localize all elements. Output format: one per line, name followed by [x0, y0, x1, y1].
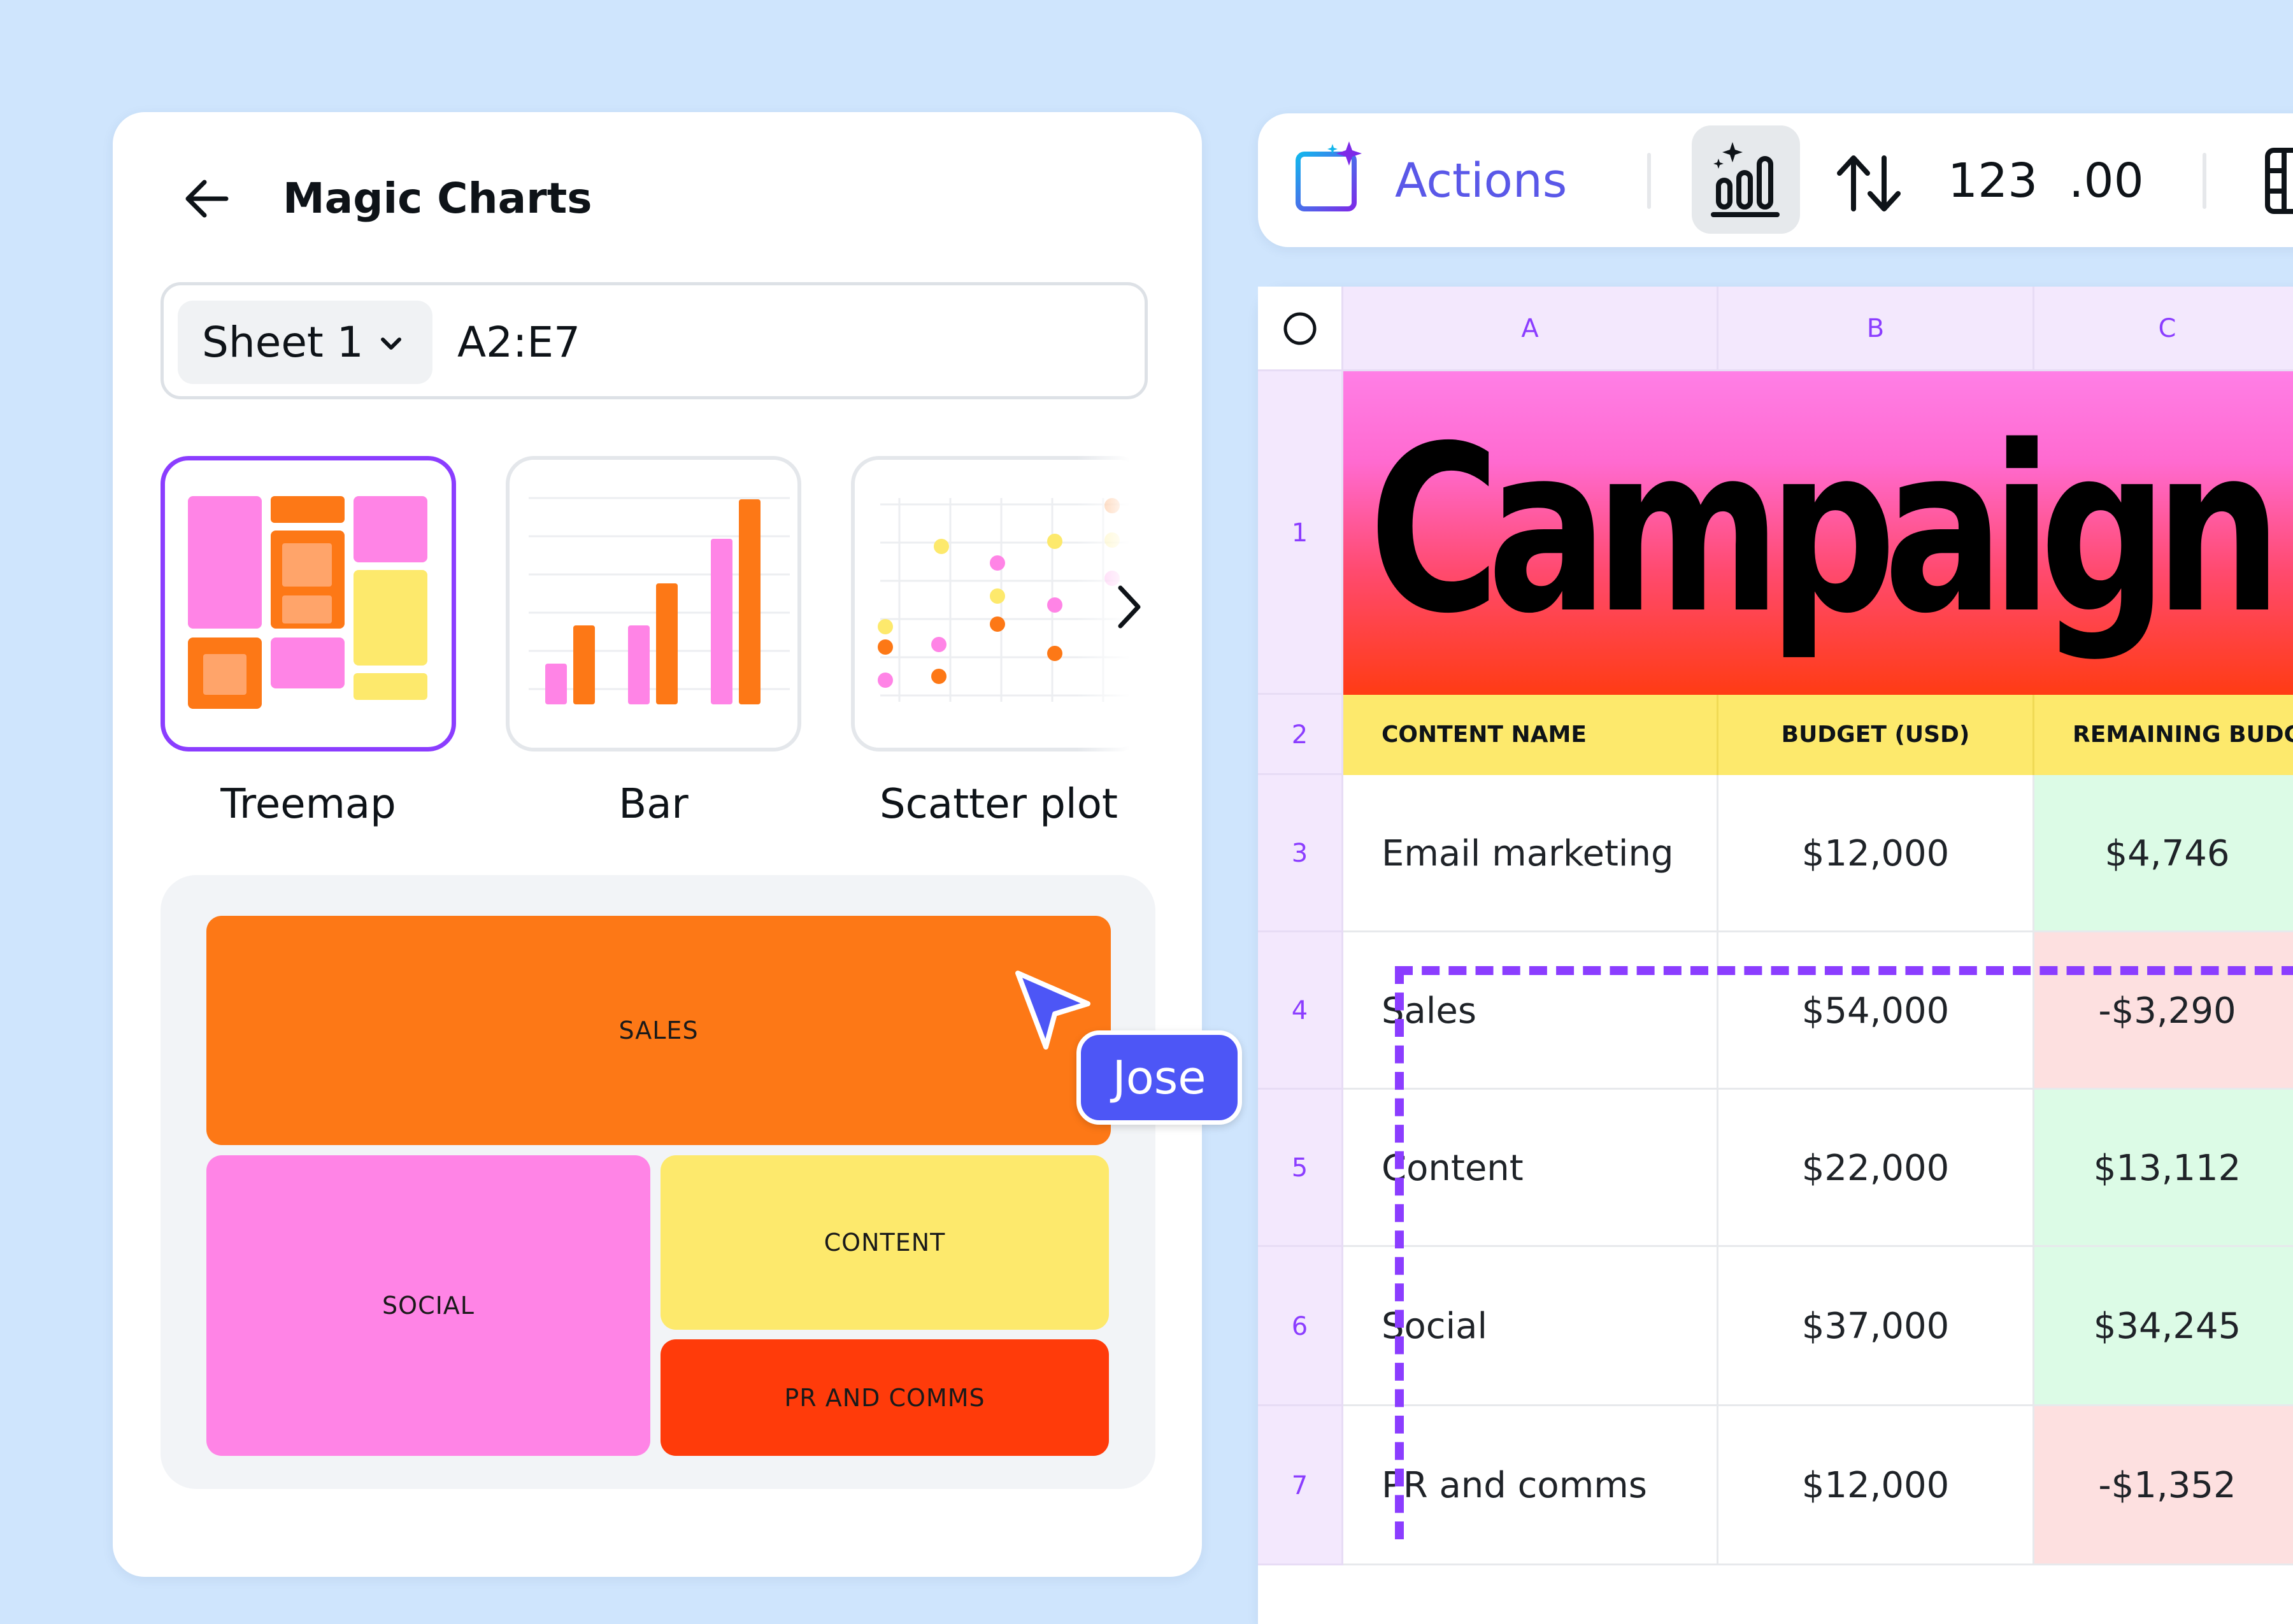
cell-content-name[interactable]: Email marketing [1343, 775, 1718, 932]
cell-remaining[interactable]: $4,746 [2034, 775, 2293, 932]
cell-remaining[interactable]: $34,245 [2034, 1247, 2293, 1406]
selection-border-top [1395, 966, 2293, 975]
collaborator-name-tag: Jose [1076, 1030, 1242, 1125]
header-cell-remaining-budget[interactable]: REMAINING BUDGE [2034, 695, 2293, 775]
treemap-tile-sales[interactable]: SALES [206, 916, 1111, 1145]
cell-budget[interactable]: $12,000 [1718, 1406, 2034, 1565]
cell-remaining[interactable]: -$1,352 [2034, 1406, 2293, 1565]
treemap-thumbnail-icon [188, 496, 427, 709]
circle-icon [1283, 312, 1317, 345]
chart-option-bar[interactable] [506, 456, 801, 751]
row-header-3[interactable]: 3 [1258, 775, 1343, 932]
row-header-6[interactable]: 6 [1258, 1247, 1343, 1406]
header-cell-budget[interactable]: BUDGET (USD) [1718, 695, 2034, 775]
cell-content-name[interactable]: Sales [1343, 932, 1718, 1090]
treemap-tile-pr-and-comms[interactable]: PR AND COMMS [661, 1339, 1109, 1456]
chart-option-label-bar: Bar [618, 781, 689, 828]
row-header-5[interactable]: 5 [1258, 1090, 1343, 1247]
carousel-fade [1076, 446, 1153, 764]
chart-option-label-treemap: Treemap [220, 781, 396, 828]
row-header-2[interactable]: 2 [1258, 695, 1343, 775]
collaborator-cursor-icon [1015, 971, 1090, 1050]
column-header-a[interactable]: A [1343, 287, 1718, 371]
sheet-select[interactable]: Sheet 1 [178, 301, 432, 384]
row-header-1[interactable]: 1 [1258, 371, 1343, 695]
sheet-title: Campaign tra [1369, 397, 2293, 664]
cell-budget[interactable]: $12,000 [1718, 775, 2034, 932]
header-cell-content-name[interactable]: CONTENT NAME [1343, 695, 1718, 775]
treemap-tile-social[interactable]: SOCIAL [206, 1155, 650, 1456]
decimal-format-button[interactable]: .00 [2069, 153, 2144, 208]
sheet-select-label: Sheet 1 [202, 318, 364, 367]
chart-option-treemap[interactable] [161, 456, 456, 751]
chevron-down-icon [381, 338, 401, 350]
selection-border-left [1395, 966, 1404, 1539]
cell-budget[interactable]: $37,000 [1718, 1247, 2034, 1406]
column-header-b[interactable]: B [1718, 287, 2034, 371]
cell-remaining[interactable]: $13,112 [2034, 1090, 2293, 1247]
cell-content-name[interactable]: Content [1343, 1090, 1718, 1247]
actions-button[interactable]: Actions [1395, 153, 1568, 208]
treemap-tile-content[interactable]: CONTENT [661, 1155, 1109, 1330]
toolbar-divider [2203, 153, 2206, 209]
magic-table-icon[interactable] [1293, 140, 1368, 215]
bar-chart-thumbnail-icon [529, 497, 790, 704]
row-header-7[interactable]: 7 [1258, 1406, 1343, 1565]
select-all-corner[interactable] [1258, 287, 1343, 371]
cell-budget[interactable]: $54,000 [1718, 932, 2034, 1090]
magic-chart-icon [1711, 142, 1780, 217]
sort-icon[interactable] [1834, 153, 1904, 214]
chart-option-label-scatter: Scatter plot [880, 781, 1118, 828]
back-arrow-icon[interactable] [182, 173, 232, 224]
toolbar-divider [1647, 153, 1651, 209]
title-cell[interactable]: Campaign tra [1343, 371, 2293, 695]
number-format-button[interactable]: 123 [1948, 153, 2038, 208]
cell-budget[interactable]: $22,000 [1718, 1090, 2034, 1247]
table-layout-icon[interactable] [2265, 148, 2293, 214]
panel-title: Magic Charts [283, 174, 592, 223]
row-header-4[interactable]: 4 [1258, 932, 1343, 1090]
column-header-c[interactable]: C [2034, 287, 2293, 371]
insert-chart-button[interactable] [1692, 125, 1800, 234]
cell-remaining[interactable]: -$3,290 [2034, 932, 2293, 1090]
range-input[interactable]: A2:E7 [457, 318, 581, 367]
chevron-right-icon[interactable] [1111, 581, 1147, 632]
